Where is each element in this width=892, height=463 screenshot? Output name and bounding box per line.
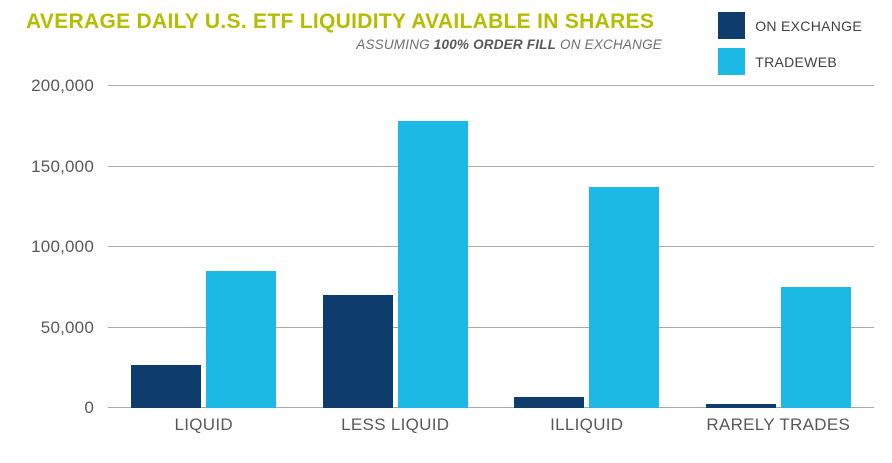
bar-on-exchange	[322, 295, 393, 408]
bar-on-exchange	[705, 403, 776, 408]
bar-on-exchange	[131, 364, 202, 408]
y-tick-label: 0	[84, 398, 94, 417]
legend-label-tradeweb: TRADEWEB	[755, 53, 837, 70]
bar-group	[683, 86, 875, 408]
bar-group	[491, 86, 683, 408]
y-tick-label: 100,000	[31, 237, 94, 256]
bar-on-exchange	[514, 396, 585, 408]
chart-header: AVERAGE DAILY U.S. ETF LIQUIDITY AVAILAB…	[0, 0, 892, 75]
chart-title: AVERAGE DAILY U.S. ETF LIQUIDITY AVAILAB…	[26, 10, 655, 33]
bar-chart: 0 50,000 100,000 150,000 200,000 LIQUID LESS …	[0, 76, 892, 435]
gridline	[108, 85, 874, 86]
y-axis: 0 50,000 100,000 150,000 200,000	[0, 76, 108, 417]
legend-swatch-tradeweb	[718, 48, 746, 75]
subtitle-suffix: ON EXCHANGE	[556, 37, 662, 53]
bar-tradeweb	[397, 121, 468, 408]
title-block: AVERAGE DAILY U.S. ETF LIQUIDITY AVAILAB…	[26, 10, 666, 52]
x-axis-label: ILLIQUID	[550, 415, 624, 434]
bar-groups	[108, 86, 874, 408]
bar-tradeweb	[780, 287, 851, 408]
y-tick-label: 50,000	[40, 317, 94, 337]
legend: ON EXCHANGE TRADEWEB	[718, 12, 862, 75]
gridline	[108, 407, 874, 408]
plot-area	[108, 85, 874, 408]
bar-group	[300, 86, 492, 408]
legend-label-on-exchange: ON EXCHANGE	[755, 17, 862, 34]
chart-body: 0 50,000 100,000 150,000 200,000	[0, 76, 892, 417]
gridline	[108, 326, 874, 328]
legend-item-on-exchange: ON EXCHANGE	[718, 12, 862, 39]
legend-swatch-on-exchange	[718, 12, 746, 39]
y-tick-label: 150,000	[31, 156, 94, 176]
x-axis-label: RARELY TRADES	[706, 415, 851, 434]
subtitle-prefix: ASSUMING	[356, 37, 434, 53]
x-axis-labels: LIQUID LESS LIQUID ILLIQUID RARELY TRADES	[108, 415, 874, 435]
y-tick-label: 200,000	[31, 76, 94, 95]
gridline	[108, 165, 874, 167]
x-axis-label: LIQUID	[174, 415, 233, 434]
bar-group	[108, 86, 300, 408]
chart-subtitle: ASSUMING 100% ORDER FILL ON EXCHANGE	[26, 37, 666, 52]
bar-tradeweb	[206, 271, 277, 408]
subtitle-bold: 100% ORDER FILL	[433, 37, 557, 53]
bar-tradeweb	[589, 187, 660, 408]
x-axis-label: LESS LIQUID	[341, 415, 450, 434]
gridline	[108, 246, 874, 247]
legend-item-tradeweb: TRADEWEB	[718, 48, 862, 75]
